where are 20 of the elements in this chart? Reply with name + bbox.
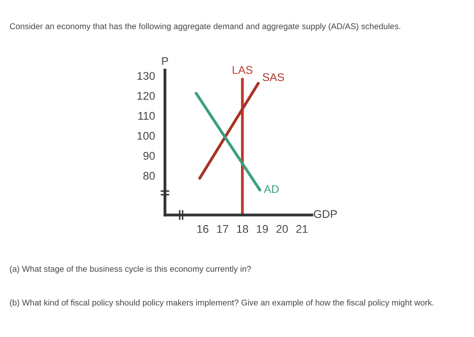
y-tick-label: 120 <box>138 92 155 100</box>
x-tick-label: 17 <box>217 225 228 233</box>
x-tick-label: 21 <box>296 225 308 233</box>
y-tick-label: 130 <box>138 72 155 80</box>
y-tick-label: 100 <box>138 132 155 140</box>
series-label: SAS <box>262 73 284 82</box>
x-tick-label: 18 <box>237 225 248 233</box>
chart-title: Consider an economy that has the following aggregate demand and aggregate supply (AD/AS) schedules. <box>10 23 400 31</box>
y-tick-label: 110 <box>138 112 155 120</box>
y-axis-title: P <box>162 57 168 65</box>
y-tick-label: 80 <box>143 172 155 180</box>
x-tick-label: 16 <box>197 225 208 233</box>
series-label: AD <box>264 185 279 193</box>
series-label: LAS <box>232 66 252 74</box>
text: (a) What stage of the business cycle is this economy currently in? <box>10 266 251 274</box>
x-axis-title: GDP <box>314 210 337 218</box>
x-tick-label: 19 <box>256 225 268 233</box>
x-tick-label: 20 <box>276 225 288 233</box>
y-tick-label: 90 <box>143 152 155 160</box>
text: (b) What kind of fiscal policy should policy makers implement? Give an example of how the fiscal policy might work. <box>10 299 434 308</box>
